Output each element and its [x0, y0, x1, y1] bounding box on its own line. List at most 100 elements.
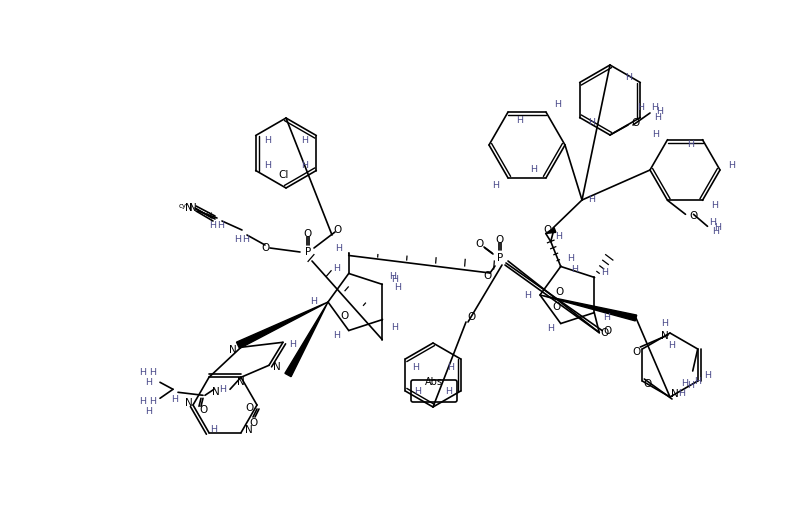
Text: N: N: [273, 362, 281, 372]
Text: H: H: [637, 103, 644, 112]
Text: H: H: [335, 244, 342, 253]
Polygon shape: [236, 302, 328, 348]
FancyBboxPatch shape: [411, 380, 457, 402]
Text: O: O: [543, 225, 551, 235]
Text: H: H: [209, 222, 216, 230]
Text: H: H: [171, 395, 179, 404]
Text: H: H: [447, 362, 454, 372]
Text: O: O: [483, 271, 492, 281]
Text: H: H: [656, 106, 664, 116]
Text: O: O: [333, 225, 341, 235]
Text: N: N: [229, 345, 237, 355]
Text: H: H: [391, 275, 398, 284]
Text: H: H: [310, 298, 318, 306]
Text: O: O: [496, 235, 504, 245]
Text: H: H: [704, 372, 711, 380]
Text: N: N: [189, 203, 197, 213]
Text: H: H: [714, 223, 721, 232]
Text: O: O: [304, 229, 312, 239]
Text: H: H: [679, 390, 686, 398]
Text: H: H: [446, 387, 452, 395]
Text: P: P: [305, 247, 311, 257]
Text: H: H: [210, 425, 217, 434]
Text: O: O: [643, 379, 652, 389]
Polygon shape: [540, 295, 637, 321]
Text: O: O: [600, 327, 608, 338]
Text: Abs: Abs: [425, 377, 443, 387]
Text: H: H: [389, 272, 396, 281]
Text: H: H: [668, 340, 675, 350]
Text: H: H: [243, 235, 250, 245]
Text: H: H: [333, 264, 340, 273]
Text: O: O: [340, 311, 348, 321]
Text: H: H: [264, 136, 271, 145]
Text: H: H: [149, 368, 156, 377]
Text: H: H: [301, 136, 308, 145]
Text: H: H: [728, 160, 735, 170]
Text: H: H: [547, 324, 555, 333]
Text: O: O: [632, 347, 641, 357]
Text: H: H: [589, 195, 596, 205]
Text: O: O: [603, 326, 611, 336]
Text: H: H: [393, 283, 401, 292]
Text: H: H: [589, 118, 595, 127]
Text: H: H: [235, 235, 242, 245]
Text: H: H: [525, 290, 532, 300]
Text: H: H: [625, 73, 632, 82]
Text: N: N: [245, 425, 253, 435]
Text: N: N: [237, 377, 245, 387]
Text: H: H: [687, 380, 694, 390]
Text: H: H: [145, 407, 152, 416]
Text: H: H: [333, 331, 340, 340]
Text: N: N: [213, 387, 220, 397]
Polygon shape: [285, 302, 328, 377]
Text: H: H: [492, 181, 499, 190]
Text: H: H: [709, 218, 716, 227]
Text: O: O: [261, 243, 269, 253]
Polygon shape: [546, 228, 556, 233]
Text: H: H: [412, 362, 419, 372]
Text: H: H: [414, 387, 421, 395]
Text: H: H: [517, 116, 524, 124]
Text: H: H: [140, 397, 146, 406]
Text: H: H: [217, 222, 224, 230]
Text: H: H: [652, 103, 659, 113]
Text: H: H: [301, 161, 308, 170]
Text: O: O: [555, 287, 563, 297]
Text: Cl: Cl: [279, 170, 289, 180]
Text: N: N: [661, 331, 669, 341]
Text: H: H: [603, 313, 610, 322]
Text: H: H: [555, 232, 562, 241]
Text: H: H: [391, 323, 398, 332]
Text: O: O: [250, 418, 258, 428]
Text: H: H: [555, 100, 562, 108]
Text: H: H: [149, 397, 156, 406]
Text: cy: cy: [179, 203, 187, 209]
Text: H: H: [652, 130, 659, 139]
Text: N: N: [185, 203, 193, 213]
Text: H: H: [220, 385, 227, 394]
Text: O: O: [552, 302, 560, 313]
Text: N: N: [185, 398, 193, 408]
Text: P: P: [497, 253, 503, 263]
Text: H: H: [567, 254, 574, 263]
Text: H: H: [289, 340, 296, 349]
Text: H: H: [661, 319, 668, 327]
Text: N: N: [672, 389, 679, 399]
Text: H: H: [654, 114, 661, 122]
Text: H: H: [145, 378, 152, 387]
Text: H: H: [687, 140, 694, 149]
Text: H: H: [711, 201, 718, 210]
Text: O: O: [476, 239, 484, 249]
Text: H: H: [600, 268, 608, 277]
Text: H: H: [264, 161, 271, 170]
Text: O: O: [632, 118, 640, 128]
Text: H: H: [694, 376, 702, 386]
Text: O: O: [467, 312, 475, 322]
Text: cy: cy: [207, 211, 213, 215]
Text: H: H: [531, 166, 537, 174]
Text: O: O: [199, 405, 207, 415]
Text: O: O: [245, 403, 253, 413]
Text: H: H: [571, 265, 578, 274]
Text: H: H: [712, 227, 719, 236]
